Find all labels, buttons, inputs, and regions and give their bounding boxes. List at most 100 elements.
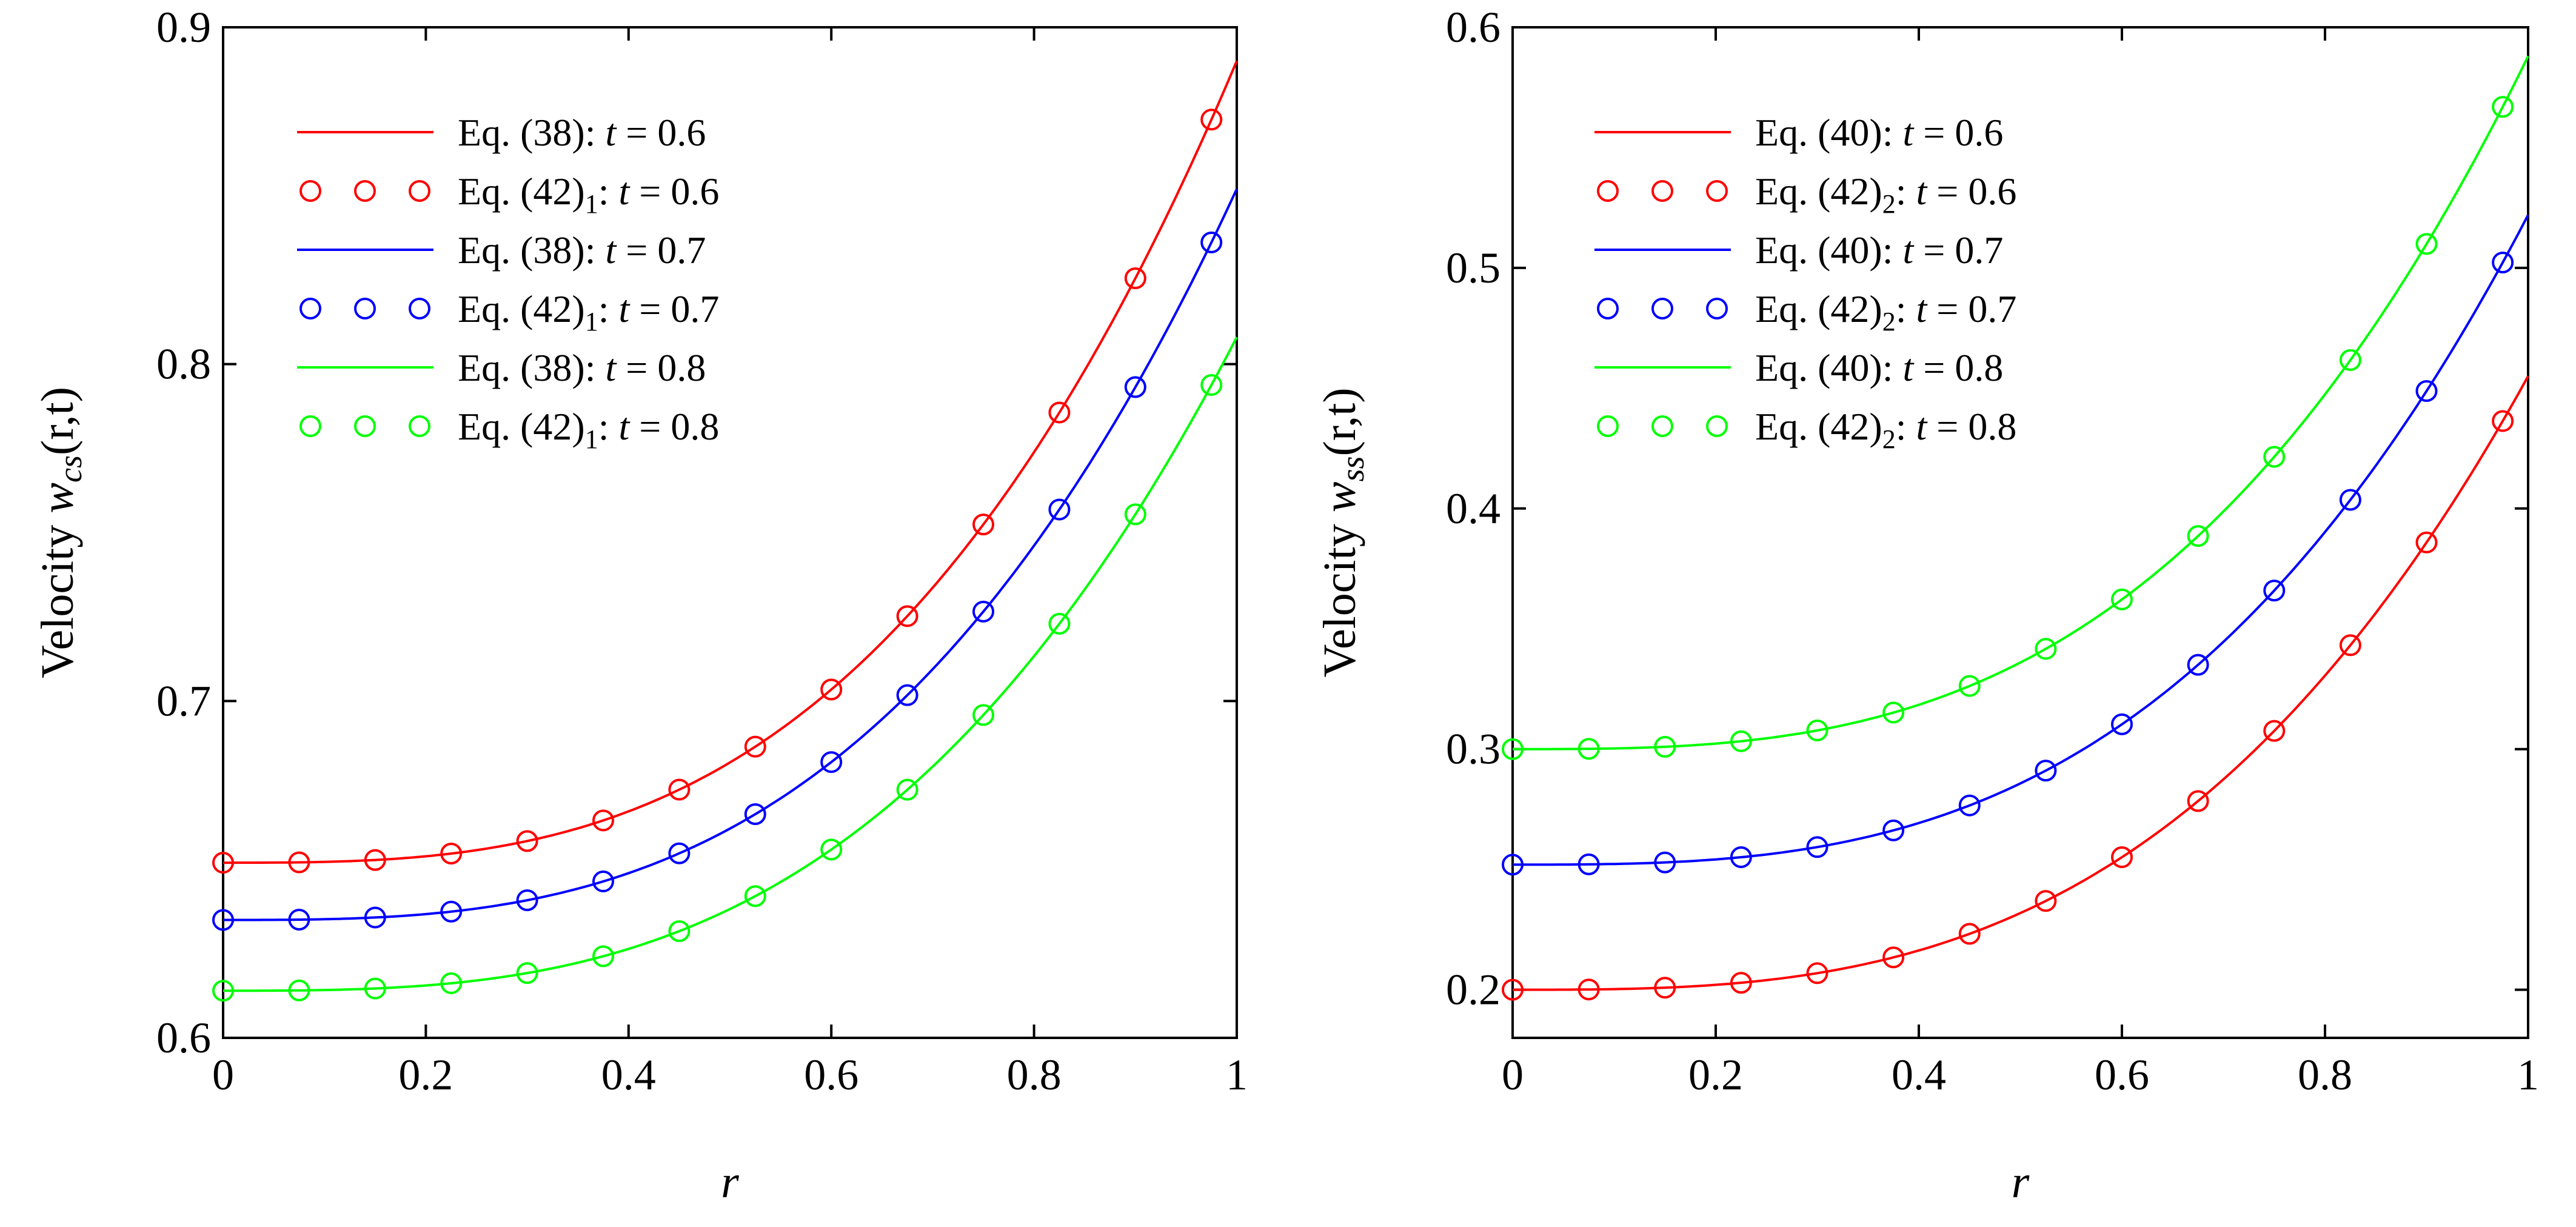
data-marker [516, 889, 538, 911]
legend-label: Eq. (42)2: t = 0.7 [1755, 287, 2016, 336]
series-line [1513, 375, 2529, 991]
data-marker [820, 838, 843, 861]
data-marker [2339, 349, 2361, 371]
legend-marker-swatch [299, 415, 321, 437]
legend-marker-swatch [354, 298, 376, 319]
legend-label: Eq. (38): t = 0.8 [458, 346, 706, 389]
y-tick-label: 0.7 [156, 677, 211, 725]
chart-panel-left: 0 0.2 0.4 0.6 0.8 1 0.6 0.7 0.8 0.9 r Velocity wcs(… [32, 3, 1248, 1208]
data-marker [212, 852, 234, 874]
legend-label: Eq. (40): t = 0.6 [1755, 111, 2003, 154]
data-marker [1124, 503, 1146, 526]
data-marker [2263, 580, 2286, 602]
legend-label: Eq. (42)2: t = 0.6 [1755, 170, 2016, 219]
legend-entry: Eq. (42)1: t = 0.8 [299, 405, 719, 454]
data-marker [1502, 854, 1524, 876]
data-marker [1958, 794, 1981, 817]
data-marker [2187, 654, 2209, 676]
x-axis-label: r [721, 1157, 739, 1208]
y-tick-label: 0.2 [1446, 966, 1500, 1014]
data-marker [744, 735, 766, 758]
data-marker [820, 751, 843, 774]
x-tick-label: 1 [2517, 1051, 2539, 1099]
data-marker [1882, 701, 1905, 724]
data-marker [592, 809, 614, 832]
data-marker [896, 778, 918, 801]
y-axis-label: Velocity wss(r,t) [1314, 387, 1371, 677]
data-marker [364, 977, 386, 1000]
data-marker [1577, 978, 1600, 1001]
data-marker [592, 945, 614, 968]
data-marker [1048, 498, 1071, 521]
x-tick-label: 0.6 [2095, 1051, 2149, 1099]
legend-label: Eq. (40): t = 0.8 [1755, 346, 2003, 389]
legend-marker-swatch [354, 415, 376, 437]
data-marker [2111, 846, 2133, 869]
data-marker [668, 920, 691, 942]
data-marker [2111, 713, 2133, 735]
y-tick-label: 0.5 [1446, 244, 1500, 292]
legend-marker-swatch [1706, 180, 1728, 202]
data-marker [1048, 401, 1071, 424]
series-line [223, 60, 1238, 864]
series-line [1513, 55, 2529, 751]
data-marker [2492, 410, 2514, 432]
x-tick-label: 0 [212, 1051, 234, 1099]
data-marker [744, 803, 766, 826]
data-marker [1958, 675, 1981, 697]
data-marker [1730, 846, 1752, 869]
data-marker [820, 678, 843, 701]
x-tick-label: 0.4 [601, 1051, 656, 1099]
data-marker [1806, 836, 1828, 858]
legend-marker-swatch [409, 180, 430, 202]
data-marker [668, 842, 691, 864]
data-marker [1048, 612, 1071, 635]
data-marker [2035, 638, 2057, 660]
legend-entry: Eq. (40): t = 0.7 [1594, 229, 2003, 272]
data-marker [1958, 923, 1981, 945]
legend-entry: Eq. (38): t = 0.7 [297, 229, 706, 272]
data-marker [440, 842, 463, 864]
y-tick-label: 0.8 [156, 340, 211, 389]
legend-entry: Eq. (42)2: t = 0.6 [1597, 170, 2016, 219]
data-marker [2263, 446, 2286, 468]
data-marker [2035, 760, 2057, 782]
legend-entry: Eq. (42)1: t = 0.7 [299, 287, 719, 336]
plot-frame [1511, 26, 2529, 1039]
x-tick-label: 0.8 [1007, 1051, 1062, 1099]
data-marker [2339, 489, 2361, 511]
legend-label: Eq. (40): t = 0.7 [1755, 229, 2003, 272]
legend-marker-swatch [409, 415, 430, 437]
legend-entry: Eq. (40): t = 0.6 [1594, 111, 2003, 154]
y-tick-label: 0.3 [1446, 725, 1500, 774]
data-marker [2415, 531, 2438, 553]
data-marker [1730, 972, 1752, 994]
legend-entry: Eq. (42)2: t = 0.8 [1597, 405, 2016, 454]
data-marker [2111, 588, 2133, 610]
data-marker [1502, 738, 1524, 760]
data-marker [1124, 267, 1146, 289]
data-marker [288, 909, 310, 931]
data-marker [2035, 890, 2057, 912]
y-tick-label: 0.6 [1446, 3, 1500, 52]
legend-marker-swatch [1597, 415, 1619, 437]
legend-entry: Eq. (42)2: t = 0.7 [1597, 287, 2016, 336]
data-marker [212, 909, 234, 931]
data-marker [288, 851, 310, 874]
series-line [223, 336, 1238, 992]
data-marker [972, 704, 994, 726]
legend-marker-swatch [1706, 415, 1728, 437]
y-tick-label: 0.6 [156, 1014, 211, 1062]
data-marker [896, 605, 918, 627]
x-tick-label: 1 [1226, 1051, 1248, 1099]
data-marker [1806, 719, 1828, 741]
data-marker [440, 972, 463, 994]
data-marker [1654, 735, 1676, 758]
data-marker [1200, 374, 1223, 396]
legend-marker-swatch [1651, 180, 1673, 202]
data-marker [1502, 978, 1524, 1001]
data-marker [1654, 977, 1676, 999]
data-marker [1124, 376, 1146, 398]
data-marker [212, 980, 234, 1002]
